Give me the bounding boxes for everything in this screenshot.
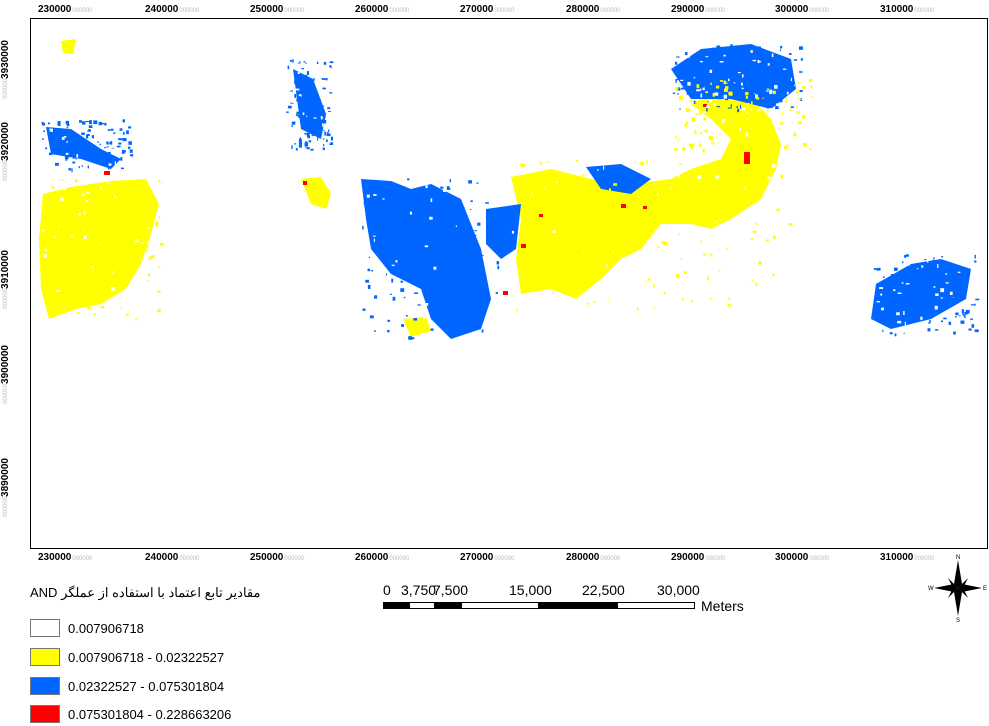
legend-label: 0.075301804 - 0.228663206 (68, 706, 232, 722)
x-top-tick-7: 300000000000 (775, 4, 830, 15)
x-top-tick-0: 230000000000 (38, 4, 93, 15)
legend-item: 0.02322527 - 0.075301804 (30, 676, 224, 696)
x-bottom-tick-8: 310000000000 (880, 552, 935, 563)
x-bottom-tick-6: 290000000000 (671, 552, 726, 563)
x-top-tick-2: 250000000000 (250, 4, 305, 15)
legend-label: 0.007906718 - 0.02322527 (68, 649, 225, 665)
south-label: S (956, 618, 960, 624)
scale-bar-label: 7,500 (433, 582, 469, 598)
west-label: W (928, 586, 934, 592)
scale-bar-segment (461, 602, 539, 609)
scale-bar-label: 30,000 (657, 582, 700, 598)
scale-bar: 0 3,750 7,500 15,000 22,500 30,000 Meters (383, 582, 744, 622)
x-top-tick-1: 240000000000 (145, 4, 200, 15)
scale-bar-segment (617, 602, 695, 609)
legend-item: 0.007906718 (30, 618, 144, 638)
x-bottom-tick-5: 280000000000 (566, 552, 621, 563)
north-label: N (956, 555, 960, 561)
legend-title: مقادیر تابع اعتماد با استفاده از عملگر A… (30, 585, 261, 600)
legend-swatch (30, 705, 60, 723)
x-top-tick-5: 280000000000 (566, 4, 621, 15)
x-bottom-tick-1: 240000000000 (145, 552, 200, 563)
y-tick-1: 0000003920000 (0, 122, 11, 181)
scale-bar-label: 3,750 (401, 582, 437, 598)
classified-raster-map (39, 39, 980, 340)
x-bottom-tick-4: 270000000000 (460, 552, 515, 563)
scale-bar-segment (409, 602, 435, 609)
legend-label: 0.007906718 (68, 620, 144, 636)
x-top-tick-3: 260000000000 (355, 4, 410, 15)
x-top-tick-4: 270000000000 (460, 4, 515, 15)
scale-bar-units: Meters (701, 598, 744, 614)
scale-bar-segment (539, 602, 617, 609)
y-tick-2: 0000003910000 (0, 250, 11, 309)
legend-label: 0.02322527 - 0.075301804 (68, 678, 225, 694)
legend-swatch (30, 619, 60, 637)
x-bottom-tick-7: 300000000000 (775, 552, 830, 563)
x-bottom-tick-3: 260000000000 (355, 552, 410, 563)
x-bottom-tick-2: 250000000000 (250, 552, 305, 563)
x-top-tick-6: 290000000000 (671, 4, 726, 15)
scale-bar-label: 0 (383, 582, 391, 598)
legend-item: 0.075301804 - 0.228663206 (30, 704, 231, 724)
y-tick-0: 0000003930000 (0, 40, 11, 99)
north-arrow-icon: N S E W (928, 552, 988, 624)
map-frame (30, 18, 988, 549)
class-blue-areas (46, 44, 971, 339)
class-red-areas (104, 104, 750, 295)
scale-bar-label: 22,500 (582, 582, 625, 598)
x-bottom-tick-0: 230000000000 (38, 552, 93, 563)
x-top-tick-8: 310000000000 (880, 4, 935, 15)
y-tick-3: 0000003900000 (0, 345, 11, 404)
scale-bar-segment (383, 602, 409, 609)
y-tick-4: 0000003890000 (0, 458, 11, 517)
scale-bar-segment (435, 602, 461, 609)
legend-item: 0.007906718 - 0.02322527 (30, 647, 224, 667)
speckle-texture (41, 44, 980, 340)
legend-swatch (30, 677, 60, 695)
class-yellow-areas (39, 39, 781, 337)
scale-bar-label: 15,000 (509, 582, 552, 598)
legend-swatch (30, 648, 60, 666)
east-label: E (983, 586, 987, 592)
